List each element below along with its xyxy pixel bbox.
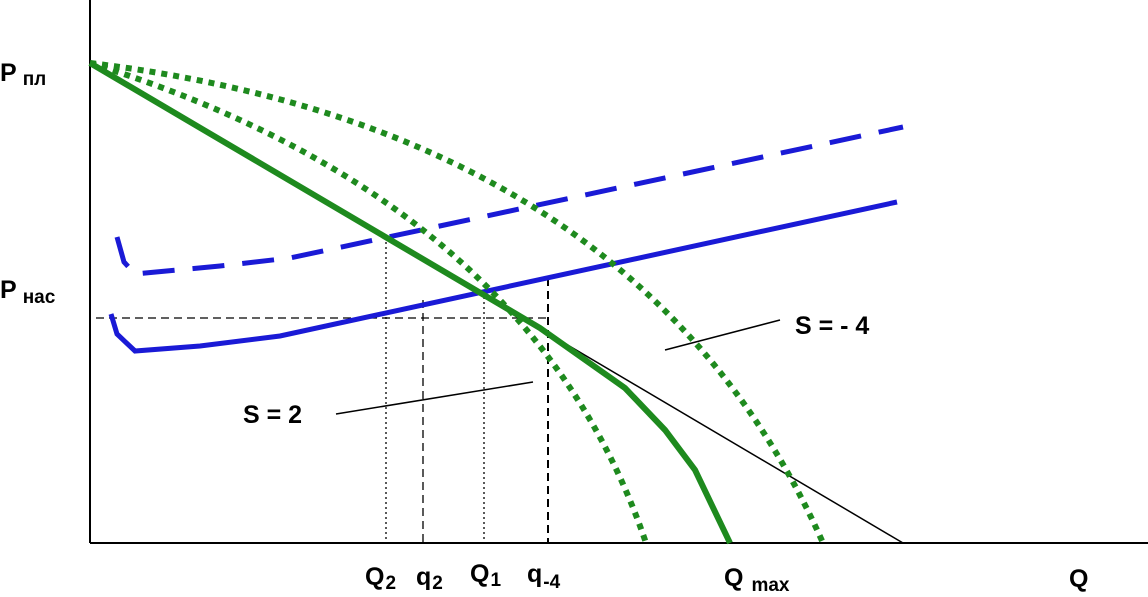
x-label-q-4: q-4: [527, 560, 561, 593]
demand-curve-s-negative-4: [89, 60, 826, 545]
s-positive-pointer: [335, 381, 534, 415]
supply-curve-shifted: [114, 124, 904, 277]
x-label-big-q2: Q2: [365, 563, 396, 594]
x-label-q1: Q1: [470, 560, 501, 591]
demand-curve-s-positive-2: [89, 60, 649, 544]
demand-curve: [88, 60, 733, 545]
supply-curve: [108, 199, 898, 354]
s-negative-pointer: [664, 319, 781, 351]
s-positive-label: S = 2: [243, 401, 302, 429]
s-negative-label: S = - 4: [795, 312, 869, 340]
x-axis-label: Q: [1069, 565, 1088, 593]
x-label-small-q2: q2: [416, 563, 443, 594]
